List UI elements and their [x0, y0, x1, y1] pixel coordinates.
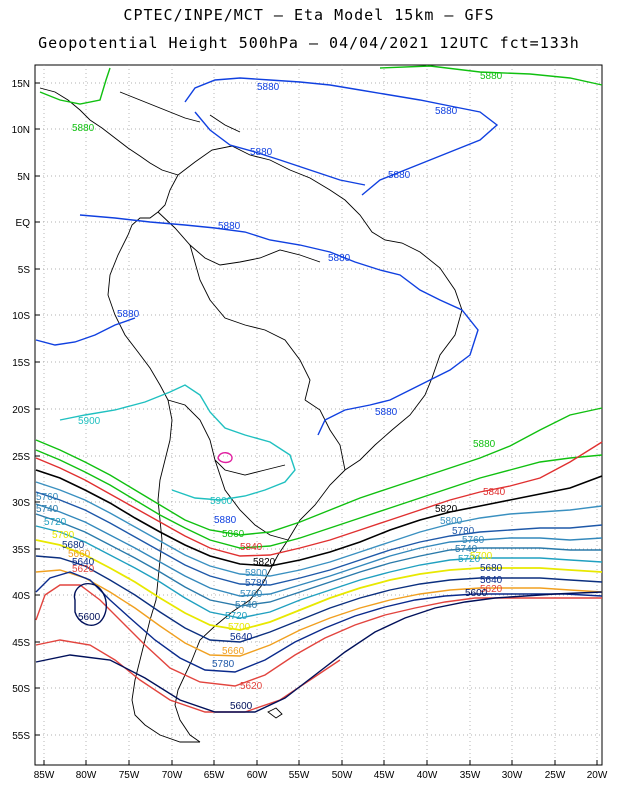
lat-lon-grid — [35, 65, 602, 765]
lon-label: 75W — [119, 770, 140, 781]
map-subtitle: Geopotential Height 500hPa – 04/04/2021 … — [38, 34, 580, 52]
axis-ticks — [35, 82, 598, 765]
contour-label: 5880 — [388, 170, 411, 181]
contour-label: 5740 — [36, 504, 59, 515]
contour-label: 5840 — [240, 542, 263, 553]
contour-label: 5660 — [222, 646, 245, 657]
contour-label: 5600 — [230, 701, 253, 712]
contour-labels: 5880 5880 5880 5880 5880 5880 5880 5880 … — [36, 71, 506, 712]
lat-label: EQ — [16, 218, 31, 229]
contour-label: 5880 — [218, 221, 241, 232]
contour-label: 5600 — [465, 588, 488, 599]
contour-label: 5820 — [253, 557, 276, 568]
contour-label: 5640 — [72, 557, 95, 568]
longitude-labels: 85W 80W 75W 70W 65W 60W 55W 50W 45W 40W … — [34, 770, 608, 781]
lon-label: 80W — [76, 770, 97, 781]
lat-label: 10N — [12, 125, 30, 136]
contour-label: 5880 — [375, 407, 398, 418]
contour-label: 5660 — [68, 549, 91, 560]
contour-label: 5780 — [245, 578, 268, 589]
contour-label: 5880 — [473, 439, 496, 450]
contour-label: 5900 — [78, 416, 101, 427]
lat-label: 15S — [12, 358, 30, 369]
map-title: CPTEC/INPE/MCT – Eta Model 15km – GFS — [123, 6, 495, 24]
contour-label: 5700 — [470, 551, 493, 562]
lon-label: 65W — [204, 770, 225, 781]
contour-label: 5880 — [117, 309, 140, 320]
map-frame — [34, 64, 603, 766]
lat-label: 30S — [12, 498, 30, 509]
lon-label: 40W — [417, 770, 438, 781]
contour-label: 5700 — [228, 622, 251, 633]
contour-label: 5840 — [483, 487, 506, 498]
contour-label: 5780 — [212, 659, 235, 670]
contour-label: 5880 — [328, 253, 351, 264]
contour-label: 5740 — [235, 600, 258, 611]
lat-label: 50S — [12, 684, 30, 695]
contour-label: 5880 — [250, 147, 273, 158]
lon-label: 20W — [587, 770, 608, 781]
contour-label: 5740 — [455, 544, 478, 555]
lat-label: 40S — [12, 591, 30, 602]
lon-label: 45W — [374, 770, 395, 781]
contour-label: 5640 — [480, 575, 503, 586]
contour-label: 5620 — [240, 681, 263, 692]
contour-label: 5720 — [44, 517, 67, 528]
lat-label: 20S — [12, 405, 30, 416]
contour-label: 5600 — [78, 612, 101, 623]
lon-label: 55W — [289, 770, 310, 781]
contour-label: 5720 — [225, 611, 248, 622]
lat-label: 5S — [18, 265, 31, 276]
contour-label: 5880 — [435, 106, 458, 117]
contour-label: 5760 — [462, 535, 485, 546]
lon-label: 35W — [460, 770, 481, 781]
lat-label: 15N — [12, 79, 30, 90]
lon-label: 85W — [34, 770, 55, 781]
lat-label: 45S — [12, 638, 30, 649]
lon-label: 30W — [502, 770, 523, 781]
contour-label: 5760 — [36, 492, 59, 503]
contour-label: 5780 — [452, 526, 475, 537]
lon-label: 70W — [162, 770, 183, 781]
contour-label: 5880 — [480, 71, 503, 82]
contour-label: 5880 — [72, 123, 95, 134]
contour-label: 5880 — [257, 82, 280, 93]
latitude-labels: 15N 10N 5N EQ 5S 10S 15S 20S 25S 30S 35S… — [12, 79, 31, 742]
contour-label: 5640 — [230, 632, 253, 643]
contour-label: 5800 — [440, 516, 463, 527]
lat-label: 55S — [12, 731, 30, 742]
contour-label: 5760 — [240, 589, 263, 600]
lon-label: 60W — [247, 770, 268, 781]
contour-label: 5860 — [222, 529, 245, 540]
contour-label: 5900 — [210, 496, 233, 507]
contour-label: 5620 — [72, 564, 95, 575]
contour-label: 5800 — [245, 568, 268, 579]
lon-label: 50W — [332, 770, 353, 781]
coastlines — [39, 87, 463, 743]
lat-label: 25S — [12, 452, 30, 463]
contour-lines — [35, 65, 603, 713]
contour-label: 5680 — [62, 540, 85, 551]
contour-label: 5700 — [52, 530, 75, 541]
contour-label: 5620 — [480, 584, 503, 595]
contour-label: 5820 — [435, 504, 458, 515]
lon-label: 25W — [545, 770, 566, 781]
contour-label: 5680 — [480, 563, 503, 574]
contour-label: 5880 — [214, 515, 237, 526]
contour-label: 5720 — [458, 554, 481, 565]
lat-label: 5N — [17, 172, 30, 183]
lat-label: 35S — [12, 545, 30, 556]
lat-label: 10S — [12, 311, 30, 322]
